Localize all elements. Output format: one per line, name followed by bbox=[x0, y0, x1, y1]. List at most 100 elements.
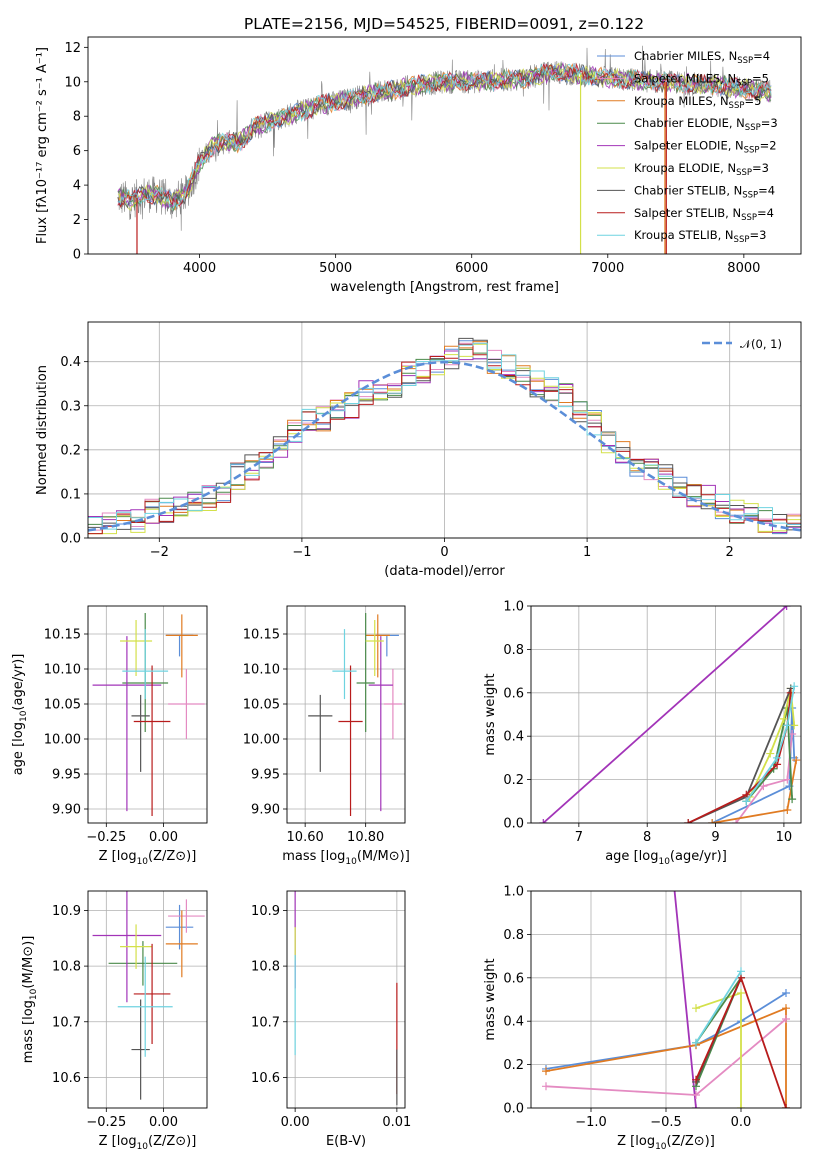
weight-marker bbox=[783, 775, 792, 784]
spectrum-legend: Chabrier MILES, NSSP=4 Salpeter MILES, NS… bbox=[597, 49, 778, 245]
y-tick-label: 0 bbox=[73, 248, 81, 263]
y-tick-label: 0.1 bbox=[60, 487, 81, 502]
y-tick-label: 10.7 bbox=[251, 1015, 280, 1030]
x-tick-label: −2 bbox=[150, 545, 169, 560]
age-vs-mass-panel-plot bbox=[308, 613, 402, 816]
model-spectrum-kroupa-miles bbox=[117, 63, 772, 211]
axes-frame bbox=[530, 890, 802, 1109]
age-vs-metallicity-panel: −0.25 0.00 9.90 9.95 10.00 10.05 10.10 10.15 Z [… bbox=[11, 605, 208, 867]
weight-marker bbox=[692, 1075, 700, 1084]
y-tick-label: 4 bbox=[73, 179, 81, 194]
figure-title: PLATE=2156, MJD=54525, FIBERID=0091, z=0… bbox=[244, 15, 644, 33]
mass-weight-vs-metallicity-panel: −1.0 −0.5 0.0 0.0 0.2 0.4 0.6 0.8 1.0 Z [log10(Z/… bbox=[483, 885, 802, 1152]
weight-marker bbox=[732, 819, 741, 823]
x-axis-label: age [log10(age/yr)] bbox=[605, 849, 727, 867]
x-axis-label: wavelength [Angstrom, rest frame] bbox=[330, 280, 559, 295]
legend-label: Chabrier MILES, NSSP=4 bbox=[634, 49, 770, 66]
y-tick-label: 10.8 bbox=[251, 960, 280, 975]
axes-frame bbox=[87, 36, 802, 255]
y-tick-label: 6 bbox=[73, 144, 81, 159]
x-tick-label: 8 bbox=[643, 830, 651, 845]
y-tick-label: 9.95 bbox=[251, 768, 280, 783]
x-tick-label: 0.0 bbox=[731, 1115, 752, 1130]
y-tick-label: 9.95 bbox=[52, 768, 81, 783]
y-tick-label: 0.6 bbox=[503, 686, 524, 701]
spectrum-panel-plot bbox=[117, 45, 772, 254]
weight-line-chabrier-stelib bbox=[687, 688, 792, 823]
weight-marker bbox=[788, 795, 797, 804]
weight-line-chabrier-elodie bbox=[745, 707, 793, 802]
y-tick-label: 9.90 bbox=[52, 803, 81, 818]
x-tick-label: −0.25 bbox=[86, 1115, 126, 1130]
y-tick-label: 10.05 bbox=[243, 698, 280, 713]
x-axis-label: Z [log10(Z/Z⊙)] bbox=[617, 1134, 715, 1152]
y-tick-label: 0.6 bbox=[503, 971, 524, 986]
axes-frame bbox=[87, 605, 208, 824]
x-tick-label: 0 bbox=[440, 545, 448, 560]
x-tick-label: 6000 bbox=[455, 261, 488, 276]
weight-marker bbox=[773, 753, 782, 762]
y-tick-label: 0.4 bbox=[503, 1015, 524, 1030]
x-tick-label: −0.25 bbox=[86, 830, 126, 845]
x-tick-label: 8000 bbox=[727, 261, 760, 276]
weight-marker bbox=[792, 756, 801, 765]
axes-frame bbox=[286, 890, 406, 1109]
y-tick-label: 0.0 bbox=[503, 817, 524, 832]
x-tick-label: 5000 bbox=[319, 261, 352, 276]
weight-marker bbox=[737, 967, 745, 976]
mass-vs-metallicity-panel-plot bbox=[92, 891, 205, 1100]
y-axis-label: mass weight bbox=[483, 958, 498, 1040]
x-axis-label: E(B-V) bbox=[326, 1134, 366, 1149]
y-tick-label: 10.6 bbox=[52, 1071, 81, 1086]
x-tick-label: 0.00 bbox=[149, 1115, 178, 1130]
weight-line-salpeter-elodie bbox=[542, 606, 788, 823]
mass-weight-vs-metallicity-panel-plot bbox=[542, 891, 790, 1108]
weight-marker bbox=[692, 1004, 700, 1013]
legend-label: Kroupa MILES, NSSP=5 bbox=[634, 94, 761, 111]
y-tick-label: 10.6 bbox=[251, 1071, 280, 1086]
x-tick-label: 0.00 bbox=[281, 1115, 310, 1130]
y-tick-label: 0.2 bbox=[503, 773, 524, 788]
y-tick-label: 0.0 bbox=[60, 532, 81, 547]
legend-label: Chabrier ELODIE, NSSP=3 bbox=[634, 116, 778, 133]
x-tick-label: 10 bbox=[776, 830, 793, 845]
x-tick-label: 10.60 bbox=[287, 830, 324, 845]
y-axis-label: mass weight bbox=[483, 673, 498, 755]
histogram-salpeter-stelib bbox=[88, 343, 801, 535]
x-tick-label: 9 bbox=[711, 830, 719, 845]
mass-vs-metallicity-panel: −0.25 0.00 10.6 10.7 10.8 10.9 Z [log10(Z/Z⊙)]… bbox=[21, 890, 208, 1152]
y-tick-label: 10.10 bbox=[243, 663, 280, 678]
mass-vs-extinction-panel-plot bbox=[294, 891, 398, 1106]
weight-line-kroupa-stelib bbox=[745, 686, 796, 802]
y-tick-label: 10.15 bbox=[243, 628, 280, 643]
weight-marker bbox=[782, 1104, 790, 1108]
model-spectrum-kroupa-elodie bbox=[117, 62, 772, 211]
residual-histogram-panel-plot bbox=[88, 337, 801, 535]
weight-marker bbox=[782, 606, 791, 610]
x-tick-label: −1 bbox=[292, 545, 311, 560]
x-tick-label: 1 bbox=[583, 545, 591, 560]
weight-marker bbox=[692, 1038, 700, 1047]
weight-marker bbox=[684, 819, 693, 823]
age-vs-metallicity-panel-plot bbox=[92, 613, 205, 816]
y-tick-label: 0.2 bbox=[503, 1058, 524, 1073]
model-spectrum-salpeter-stelib bbox=[117, 62, 772, 209]
y-axis-label: mass [log10(M/M⊙)] bbox=[21, 936, 39, 1064]
y-tick-label: 10.15 bbox=[44, 628, 81, 643]
axes-frame bbox=[286, 605, 406, 824]
y-tick-label: 10.10 bbox=[44, 663, 81, 678]
x-tick-label: 0.00 bbox=[149, 830, 178, 845]
weight-marker bbox=[782, 1015, 790, 1024]
y-tick-label: 10.00 bbox=[44, 733, 81, 748]
axes-frame bbox=[87, 321, 802, 539]
y-tick-label: 12 bbox=[64, 41, 81, 56]
x-tick-label: −1.0 bbox=[575, 1115, 607, 1130]
x-axis-label: Z [log10(Z/Z⊙)] bbox=[99, 1134, 197, 1152]
y-axis-label: Flux [fλ10⁻¹⁷ erg cm⁻² s⁻¹ A⁻¹] bbox=[35, 47, 50, 244]
x-tick-label: 10.80 bbox=[347, 830, 384, 845]
axes-frame bbox=[530, 605, 802, 824]
x-tick-label: 0.01 bbox=[382, 1115, 411, 1130]
y-tick-label: 0.8 bbox=[503, 643, 524, 658]
y-tick-label: 10 bbox=[64, 75, 81, 90]
age-vs-mass-panel: 10.60 10.80 9.90 9.95 10.00 10.05 10.10 10.15 ma… bbox=[243, 605, 410, 867]
